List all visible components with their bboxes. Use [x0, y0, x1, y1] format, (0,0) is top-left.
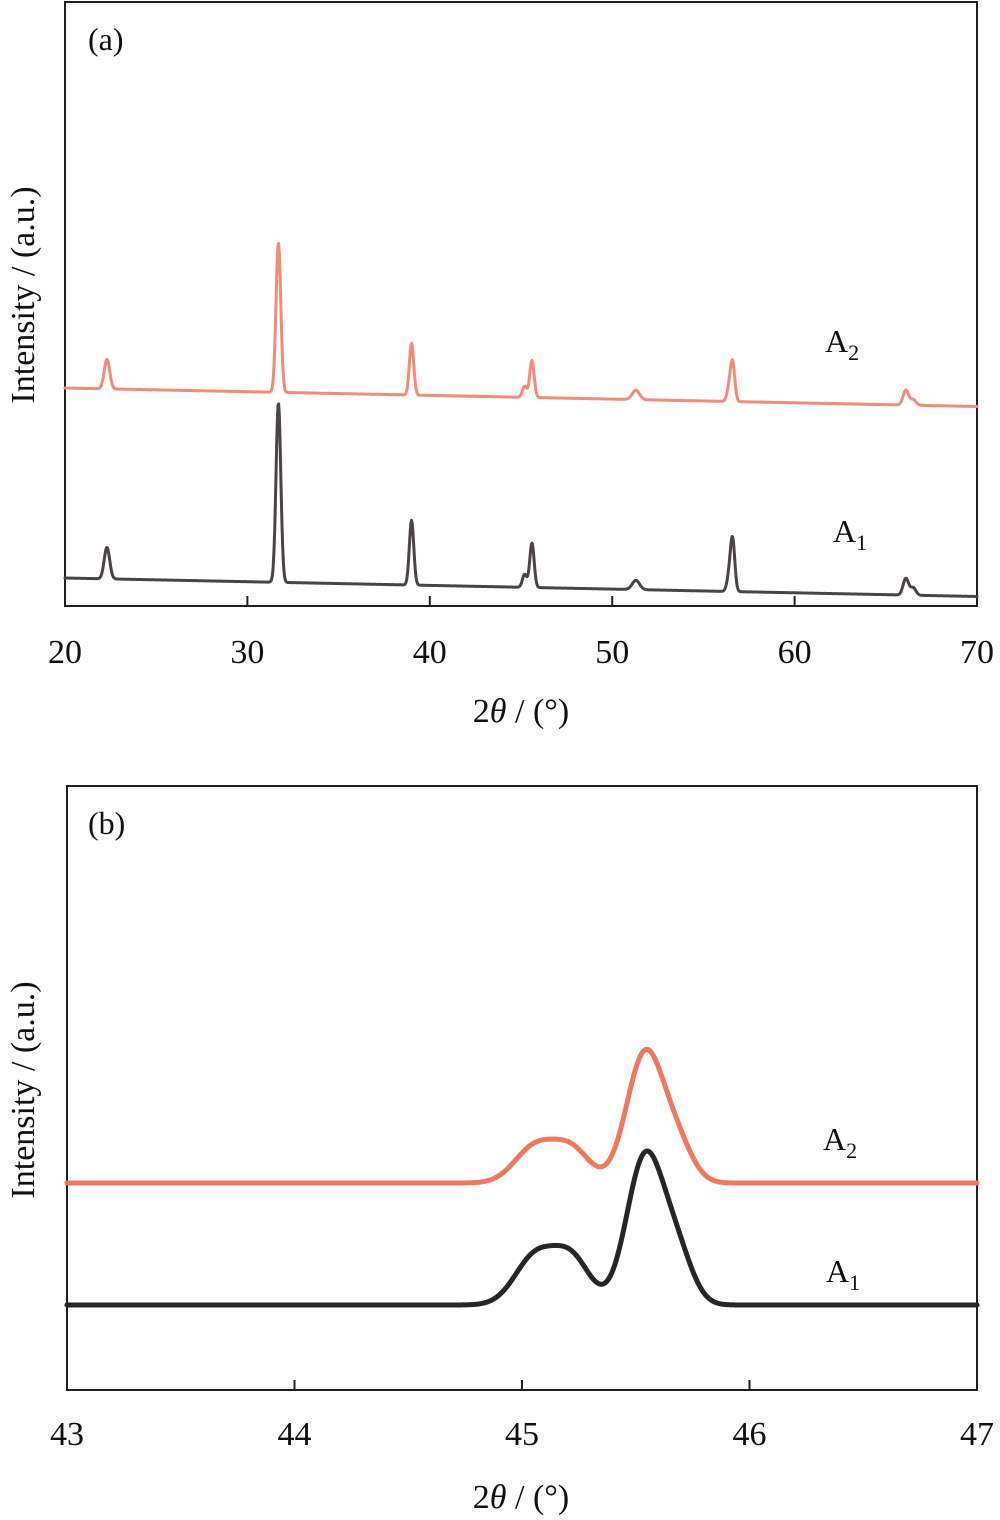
panel-b-series-label-a2-sub: 2	[846, 1138, 857, 1163]
panel-a-series-label-a2-main: A	[825, 323, 848, 359]
panel-b-chart: (b) Intensity / (a.u.) 2θ / (°) 43 44 45 46…	[5, 785, 994, 1516]
panel-b-series-label-a1: A1	[826, 1253, 860, 1295]
panel-b-x-axis-label-prefix: 2	[473, 1479, 490, 1516]
panel-a-plot-frame	[64, 1, 978, 607]
panel-b-series-group	[64, 1046, 980, 1308]
panel-b-label: (b)	[88, 805, 125, 841]
panel-b-x-tick-label: 45	[505, 1416, 539, 1453]
panel-a-x-tick-label: 20	[48, 634, 82, 671]
panel-a-x-tick-label: 40	[413, 634, 447, 671]
panel-a-x-axis-ticks: 20 30 40 50 60 70	[48, 596, 994, 671]
panel-a-x-tick-label: 30	[230, 634, 264, 671]
panel-b-plot-frame	[66, 785, 978, 1391]
panel-b-x-tick-label: 43	[50, 1416, 84, 1453]
panel-b-series-label-a2: A2	[823, 1121, 857, 1163]
panel-a-label: (a)	[88, 21, 124, 57]
panel-a-x-tick-label: 50	[595, 634, 629, 671]
panel-a-series-line-a1	[63, 402, 979, 598]
panel-a-series-label-a2-sub: 2	[848, 340, 859, 365]
panel-a-series-label-a1: A1	[833, 513, 867, 555]
panel-b-x-axis-label-unit: / (°)	[507, 1479, 570, 1516]
panel-a-x-axis-label-unit: / (°)	[507, 693, 570, 730]
panel-b-series-line-a1	[64, 1148, 980, 1308]
panel-a-y-axis-label: Intensity / (a.u.)	[5, 186, 42, 403]
panel-a-series-group	[63, 241, 979, 598]
panel-a-x-axis-label-theta: θ	[490, 693, 507, 730]
panel-b-x-axis-label: 2θ / (°)	[473, 1479, 569, 1516]
panel-a-series-label-a1-main: A	[833, 513, 856, 549]
panel-a-chart: (a) Intensity / (a.u.) 2θ / (°) 20 30 40 50…	[5, 1, 994, 730]
panel-b-series-label-a2-main: A	[823, 1121, 846, 1157]
panel-a-x-tick-label: 70	[960, 634, 994, 671]
panel-b-series-label-a1-sub: 1	[849, 1270, 860, 1295]
panel-b-y-axis-label: Intensity / (a.u.)	[5, 981, 42, 1198]
panel-a-x-tick-label: 60	[778, 634, 812, 671]
panel-a-x-axis-label: 2θ / (°)	[473, 693, 569, 730]
panel-a-series-line-a2	[63, 241, 979, 408]
panel-b-series-line-a2	[64, 1046, 980, 1186]
panel-a-series-label-a1-sub: 1	[856, 530, 867, 555]
panel-a-series-label-a2: A2	[825, 323, 859, 365]
panel-a-x-axis-label-prefix: 2	[473, 693, 490, 730]
panel-b-x-axis-label-theta: θ	[490, 1479, 507, 1516]
panel-b-series-label-a1-main: A	[826, 1253, 849, 1289]
panel-b-x-axis-ticks: 43 44 45 46 47	[50, 1380, 994, 1453]
panel-b-x-tick-label: 44	[278, 1416, 312, 1453]
panel-b-x-tick-label: 46	[733, 1416, 767, 1453]
panel-b-x-tick-label: 47	[960, 1416, 994, 1453]
